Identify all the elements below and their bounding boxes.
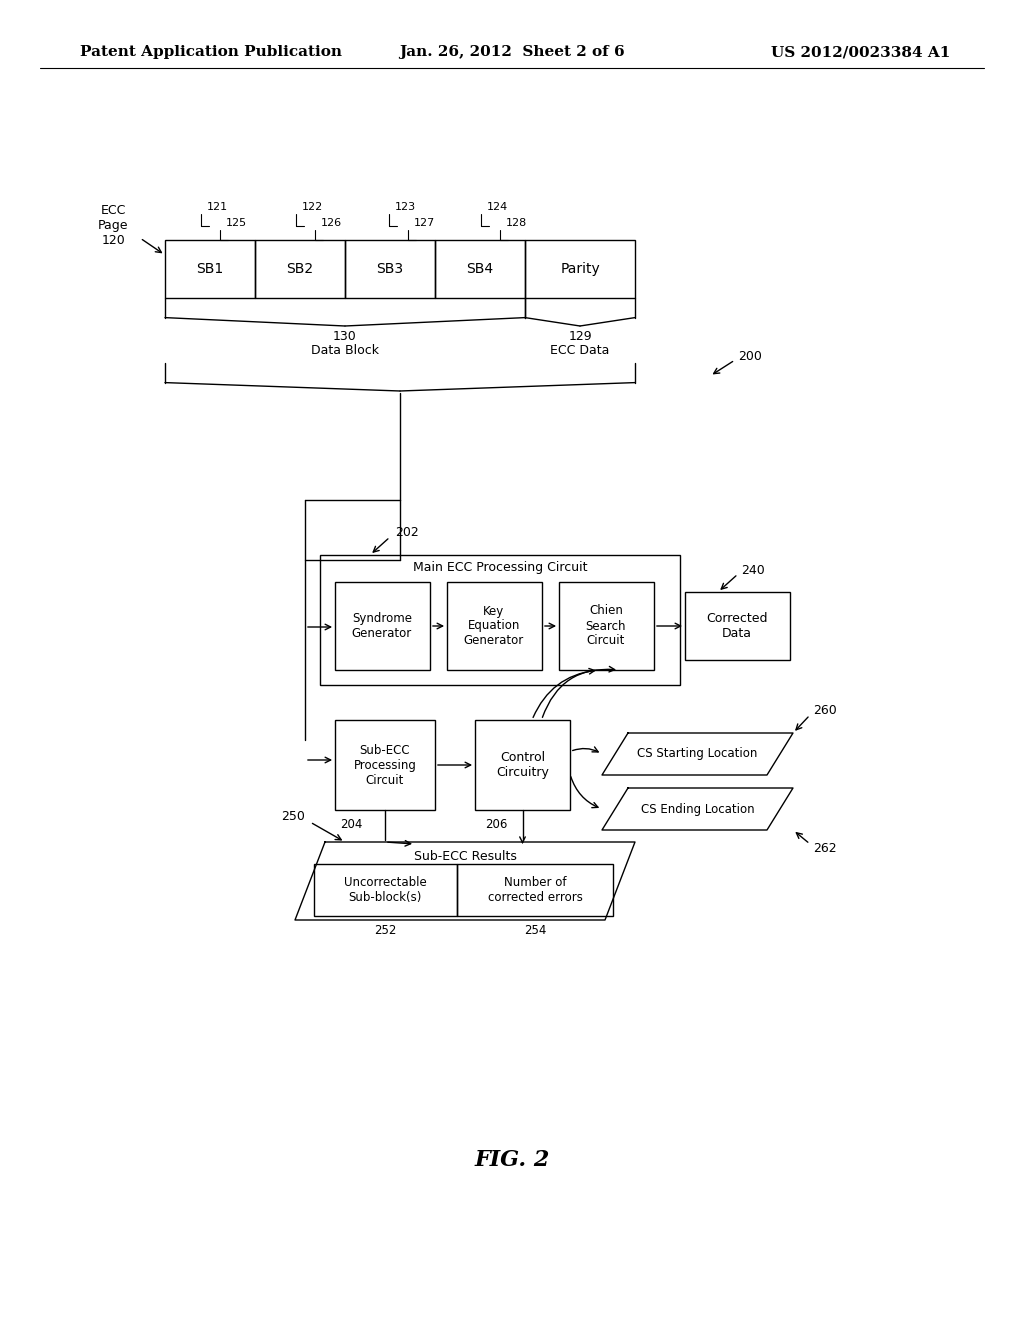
Text: Chien
Search
Circuit: Chien Search Circuit	[586, 605, 627, 648]
Text: Number of
corrected errors: Number of corrected errors	[487, 876, 583, 904]
Text: ECC
Page
120: ECC Page 120	[98, 203, 128, 247]
Text: Key
Equation
Generator: Key Equation Generator	[464, 605, 524, 648]
Bar	[559, 582, 654, 671]
Text: SB3: SB3	[377, 261, 403, 276]
Text: 122: 122	[302, 202, 324, 213]
Text: FIG. 2: FIG. 2	[474, 1148, 550, 1171]
Bar	[255, 240, 345, 298]
Bar	[165, 240, 255, 298]
Text: 206: 206	[485, 817, 507, 830]
Text: 127: 127	[414, 218, 435, 228]
Text: Main ECC Processing Circuit: Main ECC Processing Circuit	[413, 561, 587, 573]
Text: US 2012/0023384 A1: US 2012/0023384 A1	[771, 45, 950, 59]
Text: 124: 124	[487, 202, 508, 213]
Text: 204: 204	[340, 817, 362, 830]
Text: 262: 262	[813, 842, 837, 854]
Bar	[314, 865, 457, 916]
Text: Sub-ECC Results: Sub-ECC Results	[414, 850, 516, 862]
Text: CS Starting Location: CS Starting Location	[637, 747, 758, 760]
Bar	[457, 865, 613, 916]
Text: Control
Circuitry: Control Circuitry	[496, 751, 549, 779]
Text: 250: 250	[282, 809, 305, 822]
Text: 260: 260	[813, 705, 837, 718]
Text: 252: 252	[374, 924, 396, 936]
Text: 202: 202	[395, 527, 419, 540]
Bar	[685, 591, 790, 660]
Text: ECC Data: ECC Data	[550, 343, 609, 356]
Text: Data Block: Data Block	[311, 343, 379, 356]
Text: 200: 200	[738, 350, 762, 363]
Text: Parity: Parity	[560, 261, 600, 276]
Text: 254: 254	[524, 924, 546, 936]
Text: 125: 125	[226, 218, 247, 228]
Text: SB1: SB1	[197, 261, 223, 276]
Text: 130: 130	[333, 330, 357, 342]
Bar	[475, 719, 570, 810]
Text: 240: 240	[741, 564, 765, 577]
Bar	[525, 240, 635, 298]
Text: Corrected
Data: Corrected Data	[707, 612, 768, 640]
Text: 129: 129	[568, 330, 592, 342]
Text: Patent Application Publication: Patent Application Publication	[80, 45, 342, 59]
Bar	[335, 719, 435, 810]
Bar	[435, 240, 525, 298]
Text: 123: 123	[395, 202, 416, 213]
Text: 121: 121	[207, 202, 228, 213]
Text: SB4: SB4	[467, 261, 494, 276]
Text: Syndrome
Generator: Syndrome Generator	[352, 612, 412, 640]
Bar	[335, 582, 430, 671]
Text: CS Ending Location: CS Ending Location	[641, 803, 755, 816]
Bar	[447, 582, 542, 671]
Text: 126: 126	[321, 218, 342, 228]
Bar	[345, 240, 435, 298]
Bar	[319, 554, 680, 685]
Text: 128: 128	[506, 218, 527, 228]
Text: Uncorrectable
Sub-block(s): Uncorrectable Sub-block(s)	[344, 876, 426, 904]
Text: Jan. 26, 2012  Sheet 2 of 6: Jan. 26, 2012 Sheet 2 of 6	[399, 45, 625, 59]
Text: Sub-ECC
Processing
Circuit: Sub-ECC Processing Circuit	[353, 743, 417, 787]
Text: SB2: SB2	[287, 261, 313, 276]
